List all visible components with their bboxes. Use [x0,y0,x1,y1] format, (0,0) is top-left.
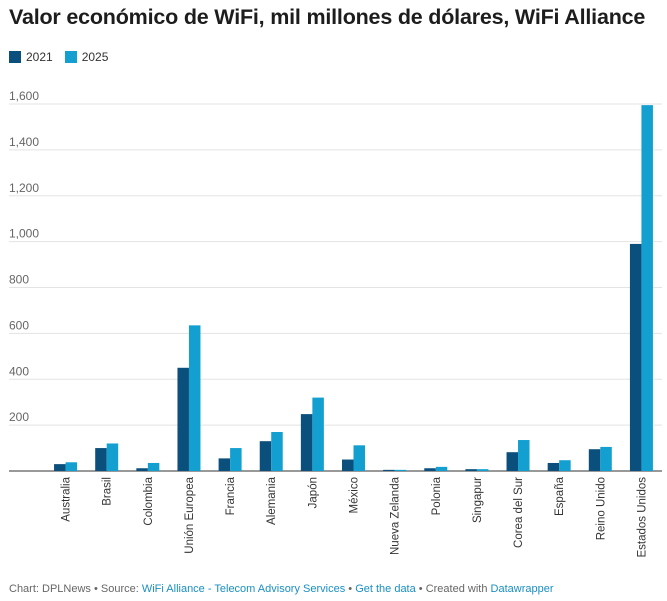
legend-label-2021: 2021 [26,50,53,64]
y-tick-label-1600: 1,600 [9,89,39,103]
bar-2025-7 [353,445,365,471]
legend-item-2025: 2025 [64,50,109,64]
bar-2021-14 [629,243,642,471]
y-tick-label-400: 400 [9,364,29,378]
bar-2025-2 [147,462,160,471]
bar-2025-8 [394,469,407,471]
bar-2021-8 [383,469,395,471]
x-tick-label-6: Japón [307,477,319,508]
x-tick-label-7: México [349,477,361,513]
y-tick-label-1000: 1,000 [9,227,39,241]
bar-2021-13 [588,449,601,471]
bar-2021-1 [95,448,107,471]
bar-2025-5 [271,432,283,471]
bar-2021-7 [342,459,354,471]
bar-2025-1 [106,443,119,471]
x-tick-label-3: Unión Europea [184,476,196,553]
x-tick-label-10: Singapur [472,477,484,523]
bar-2025-11 [518,440,530,471]
bar-2021-9 [424,468,436,471]
y-tick-label-200: 200 [9,410,29,424]
y-tick-label-600: 600 [9,318,29,332]
source-link[interactable]: WiFi Alliance - Telecom Advisory Service… [141,583,346,595]
bar-2025-14 [641,105,653,471]
datawrapper-link[interactable]: Datawrapper [490,583,554,595]
x-tick-label-12: España [554,476,566,516]
chart-footer: Chart: DPLNews • Source: WiFi Alliance -… [9,583,554,595]
bar-2025-3 [188,325,201,471]
footer-created-with: • Created with [415,583,491,595]
bar-2025-13 [600,446,612,471]
footer-separator: • [345,583,356,595]
y-tick-label-800: 800 [9,273,29,287]
bar-2021-11 [506,452,519,471]
x-tick-label-5: Alemania [266,476,278,525]
get-data-link[interactable]: Get the data [355,583,416,595]
bar-2021-3 [177,367,189,471]
bar-chart: 200 400 600 800 1,000 1,200 1,400 1,600 Australi… [9,89,662,558]
x-tick-label-13: Reino Unido [595,477,607,540]
x-tick-label-8: Nueva Zelanda [390,476,402,555]
x-tick-label-1: Brasil [102,477,114,506]
bar-2021-12 [547,462,560,471]
bar-2025-6 [312,397,324,471]
bar-2025-10 [476,469,489,471]
legend-swatch-2025 [64,51,77,63]
x-tick-label-9: Polonia [431,476,443,515]
y-tick-label-1200: 1,200 [9,181,39,195]
footer-prefix: Chart: DPLNews • Source: [9,583,142,595]
legend-swatch-2021 [9,51,21,63]
x-tick-label-4: Francia [225,476,237,515]
bar-2025-12 [559,460,571,471]
bar-2021-10 [465,469,477,471]
bar-2025-4 [230,448,242,471]
chart-legend: 2021 2025 [9,50,120,64]
y-tick-label-1400: 1,400 [9,135,39,149]
legend-item-2021: 2021 [9,50,53,64]
bar-2021-5 [259,441,272,471]
x-tick-label-2: Colombia [143,476,155,525]
bar-2021-4 [218,458,231,471]
x-tick-label-14: Estados Unidos [636,477,648,558]
bar-2021-6 [300,414,313,471]
chart-title: Valor económico de WiFi, mil millones de… [9,5,646,29]
bar-2025-0 [65,462,78,471]
bar-2021-2 [136,468,148,471]
x-tick-label-0: Australia [61,476,73,521]
x-tick-label-11: Corea del Sur [513,477,525,548]
bar-2021-0 [54,464,66,471]
bar-2025-9 [435,466,448,471]
legend-label-2025: 2025 [81,50,109,64]
